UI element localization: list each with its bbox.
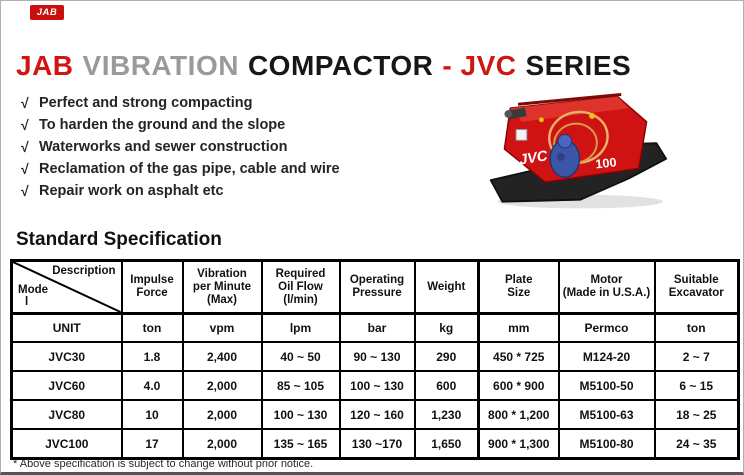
col-header-vibration: Vibration per Minute (Max): [181, 259, 263, 315]
check-icon: √: [21, 161, 29, 177]
spec-cell: M124-20: [557, 341, 656, 372]
spec-cell: 4.0: [120, 370, 184, 401]
corner-description-label: Description: [52, 265, 116, 277]
spec-cell: 1,230: [413, 399, 480, 430]
feature-text: Repair work on asphalt etc: [39, 183, 224, 199]
spec-cell: M5100-80: [557, 428, 656, 460]
feature-text: Waterworks and sewer construction: [39, 139, 288, 155]
feature-item: √ To harden the ground and the slope: [21, 114, 340, 136]
model-name-cell: JVC80: [10, 399, 123, 430]
title-word-vibration: VIBRATION: [82, 49, 239, 81]
check-icon: √: [21, 139, 29, 155]
table-unit-row: UNIT ton vpm lpm bar kg mm Permco ton: [10, 312, 740, 343]
feature-item: √ Reclamation of the gas pipe, cable and…: [21, 158, 340, 180]
unit-cell: vpm: [181, 312, 263, 343]
col-header-weight: Weight: [413, 259, 480, 315]
spec-cell: 900 * 1,300: [477, 428, 560, 460]
table-header-row: Description Mode l Impulse Force Vibrati…: [10, 259, 740, 315]
nameplate: [515, 129, 528, 141]
title-word-jab: JAB: [16, 49, 74, 81]
check-icon: √: [21, 95, 29, 111]
specification-table: Description Mode l Impulse Force Vibrati…: [10, 259, 740, 460]
spec-cell: M5100-63: [557, 399, 656, 430]
feature-list: √ Perfect and strong compacting √ To har…: [21, 92, 340, 202]
title-word-jvc: - JVC: [442, 49, 517, 81]
spec-cell: 1.8: [120, 341, 184, 372]
section-title: Standard Specification: [16, 228, 222, 250]
spec-cell: 600 * 900: [477, 370, 560, 401]
check-icon: √: [21, 183, 29, 199]
spec-cell: 2,000: [181, 370, 263, 401]
spec-cell: 1,650: [413, 428, 480, 460]
table-row-jvc30: JVC30 1.8 2,400 40 ~ 50 90 ~ 130 290 450…: [10, 341, 740, 372]
spec-cell: 800 * 1,200: [477, 399, 560, 430]
spec-cell: 10: [120, 399, 184, 430]
table-row-jvc100: JVC100 17 2,000 135 ~ 165 130 ~170 1,650…: [10, 428, 740, 460]
jab-logo-badge: JAB: [30, 5, 64, 20]
feature-text: Reclamation of the gas pipe, cable and w…: [39, 161, 340, 177]
col-header-plate-size: Plate Size: [477, 259, 560, 315]
compactor-product-image: JVC 100: [489, 93, 668, 209]
machine-label-100: 100: [595, 155, 617, 171]
col-header-oil-flow: Required Oil Flow (l/min): [260, 259, 341, 315]
spec-cell: 2,000: [181, 428, 263, 460]
unit-cell: lpm: [260, 312, 341, 343]
spec-cell: 2,000: [181, 399, 263, 430]
diagonal-divider: [13, 262, 121, 312]
check-icon: √: [21, 117, 29, 133]
unit-cell: bar: [338, 312, 416, 343]
unit-cell: ton: [653, 312, 740, 343]
spec-cell: 40 ~ 50: [260, 341, 341, 372]
spec-cell: 85 ~ 105: [260, 370, 341, 401]
model-name-cell: JVC30: [10, 341, 123, 372]
table-row-jvc80: JVC80 10 2,000 100 ~ 130 120 ~ 160 1,230…: [10, 399, 740, 430]
feature-text: To harden the ground and the slope: [39, 117, 286, 133]
unit-cell: ton: [120, 312, 184, 343]
corner-model-label: Mode: [18, 284, 49, 296]
model-name-cell: JVC100: [10, 428, 123, 460]
unit-cell: Permco: [557, 312, 656, 343]
disclaimer-footnote: * Above specification is subject to chan…: [13, 458, 314, 470]
spec-cell: 6 ~ 15: [653, 370, 740, 401]
machine-label-jvc: JVC: [518, 148, 549, 168]
spec-cell: 290: [413, 341, 480, 372]
col-header-impulse-force: Impulse Force: [120, 259, 184, 315]
page-title: JAB VIBRATION COMPACTOR - JVC SERIES: [16, 50, 640, 82]
spec-cell: 135 ~ 165: [260, 428, 341, 460]
spec-cell: 450 * 725: [477, 341, 560, 372]
hydraulic-fitting: [507, 107, 527, 120]
jab-logo-text: JAB: [36, 7, 58, 18]
title-word-compactor: COMPACTOR: [247, 49, 434, 81]
spec-cell: 90 ~ 130: [338, 341, 416, 372]
col-header-suitable-excavator: Suitable Excavator: [653, 259, 740, 315]
spec-cell: 120 ~ 160: [338, 399, 416, 430]
spec-cell: 600: [413, 370, 480, 401]
feature-text: Perfect and strong compacting: [39, 95, 253, 111]
unit-cell: mm: [477, 312, 560, 343]
spec-cell: 2,400: [181, 341, 263, 372]
feature-item: √ Perfect and strong compacting: [21, 92, 340, 114]
table-corner-cell: Description Mode l: [10, 259, 123, 315]
model-name-cell: JVC60: [10, 370, 123, 401]
spec-cell: 18 ~ 25: [653, 399, 740, 430]
spec-cell: 100 ~ 130: [338, 370, 416, 401]
col-header-motor: Motor (Made in U.S.A.): [557, 259, 656, 315]
spec-cell: 100 ~ 130: [260, 399, 341, 430]
spec-cell: 17: [120, 428, 184, 460]
table-row-jvc60: JVC60 4.0 2,000 85 ~ 105 100 ~ 130 600 6…: [10, 370, 740, 401]
title-word-series: SERIES: [525, 49, 632, 81]
spec-cell: 2 ~ 7: [653, 341, 740, 372]
feature-item: √ Waterworks and sewer construction: [21, 136, 340, 158]
corner-model-label-2: l: [25, 296, 29, 308]
spec-cell: 24 ~ 35: [653, 428, 740, 460]
unit-cell: UNIT: [10, 312, 123, 343]
col-header-operating-pressure: Operating Pressure: [338, 259, 416, 315]
spec-cell: M5100-50: [557, 370, 656, 401]
feature-item: √ Repair work on asphalt etc: [21, 180, 340, 202]
unit-cell: kg: [413, 312, 480, 343]
spec-cell: 130 ~170: [338, 428, 416, 460]
